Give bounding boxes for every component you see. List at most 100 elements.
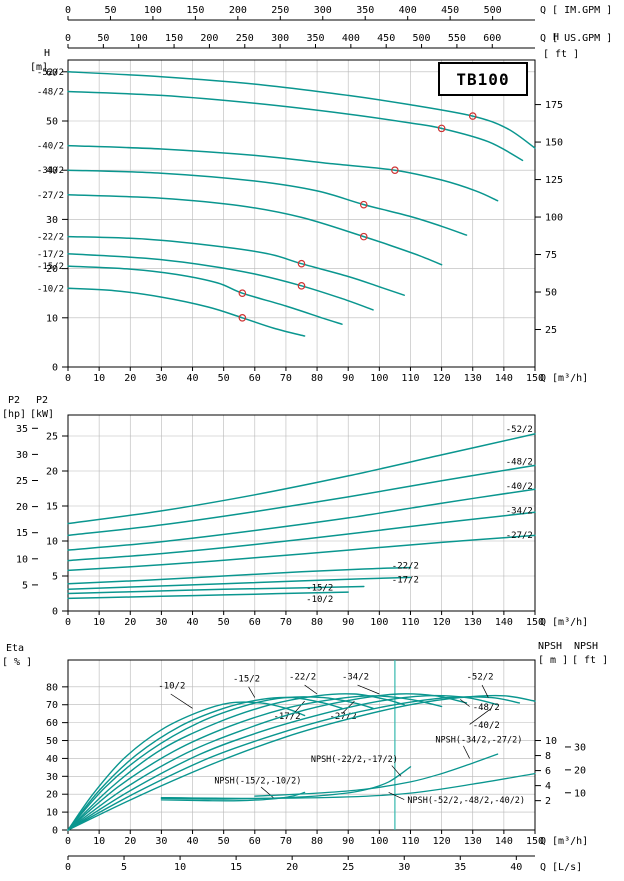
gpm-tick-label: 50 <box>97 33 109 44</box>
x-tick-label: 110 <box>401 836 419 847</box>
x-tick-label: 20 <box>124 373 136 384</box>
x-tick-label: 70 <box>280 617 292 628</box>
y-axis-title: [ ft ] <box>543 49 579 60</box>
eta-curve--40/2 <box>67 694 499 831</box>
x-tick-label: 10 <box>93 617 105 628</box>
x-tick-label: 40 <box>187 373 199 384</box>
y-tick-label: 150 <box>545 138 563 149</box>
y-axis-title: [ ft ] <box>572 655 608 666</box>
gpm-tick-label: 100 <box>144 5 162 16</box>
x-tick-label: 50 <box>218 373 230 384</box>
head-curve--48/2 <box>67 90 524 162</box>
x-tick-label: 30 <box>155 836 167 847</box>
y-tick-label: 30 <box>574 742 586 753</box>
x-tick-label: 110 <box>401 617 419 628</box>
curve-label: -10/2 <box>37 284 64 294</box>
head-curve--15/2 <box>67 265 343 325</box>
curve-label: -27/2 <box>330 712 357 722</box>
x-tick-label: 70 <box>280 373 292 384</box>
x-tick-label: 40 <box>187 836 199 847</box>
eta-curve--15/2 <box>67 696 343 831</box>
x-tick-label: 0 <box>65 373 71 384</box>
x-tick-label: 130 <box>464 836 482 847</box>
head-plot-frame <box>67 59 536 368</box>
y-tick-label: 60 <box>46 718 58 729</box>
y-axis-title: NPSH <box>574 641 598 652</box>
curve-label: -15/2 <box>37 262 64 272</box>
y-tick-label: 75 <box>545 250 557 261</box>
gpm-tick-label: 450 <box>377 33 395 44</box>
x-tick-label: 50 <box>218 836 230 847</box>
x-tick-label: 0 <box>65 617 71 628</box>
y-tick-label: 0 <box>52 363 58 374</box>
y-axis-title: [kW] <box>30 409 54 420</box>
y-tick-label: 0 <box>52 607 58 618</box>
y-tick-label: 5 <box>52 572 58 583</box>
curve-label: -15/2 <box>233 674 260 684</box>
x-tick-label: 5 <box>121 862 127 873</box>
x-tick-label: 150 <box>526 836 544 847</box>
npsh-label: NPSH(-52/2,-48/2,-40/2) <box>407 796 525 806</box>
duty-point-marker <box>359 200 368 209</box>
x-axis-title: Q [m³/h] <box>540 836 588 847</box>
x-tick-label: 10 <box>174 862 186 873</box>
curve-label: -22/2 <box>37 233 64 243</box>
x-tick-label: 40 <box>187 617 199 628</box>
x-tick-label: 60 <box>249 617 261 628</box>
y-axis-title: P2 <box>8 395 20 406</box>
x-tick-label: 35 <box>454 862 466 873</box>
label-leader <box>481 684 489 698</box>
y-tick-label: 20 <box>574 765 586 776</box>
x-tick-label: 100 <box>370 617 388 628</box>
curve-label: -48/2 <box>506 458 533 468</box>
y-tick-label: 25 <box>545 325 557 336</box>
power-curve--40/2 <box>67 488 536 551</box>
x-tick-label: 30 <box>155 617 167 628</box>
gpm-tick-label: 300 <box>271 33 289 44</box>
y-tick-label: 35 <box>16 424 28 435</box>
gpm-tick-label: 350 <box>306 33 324 44</box>
y-tick-label: 8 <box>545 751 551 762</box>
gpm-tick-label: 50 <box>104 5 116 16</box>
power-curve--22/2 <box>67 566 412 585</box>
duty-point-marker <box>238 314 247 322</box>
label-leader <box>463 745 470 759</box>
curve-label: -17/2 <box>392 575 419 585</box>
duty-point-marker <box>391 166 399 175</box>
curve-label: -10/2 <box>306 595 333 605</box>
curve-label: -34/2 <box>506 507 533 517</box>
y-tick-label: 30 <box>16 450 28 461</box>
y-tick-label: 10 <box>16 554 28 565</box>
gpm-tick-label: 500 <box>413 33 431 44</box>
x-tick-label: 80 <box>311 373 323 384</box>
gpm-tick-label: 150 <box>186 5 204 16</box>
head-curve--10/2 <box>67 287 306 337</box>
power-curve--17/2 <box>67 576 412 591</box>
y-axis-title: [m] <box>30 62 48 73</box>
x-tick-label: 100 <box>370 373 388 384</box>
duty-point-marker <box>359 232 368 241</box>
y-tick-label: 40 <box>46 166 58 177</box>
npsh-curve <box>160 791 306 802</box>
gpm-tick-label: 150 <box>165 33 183 44</box>
y-tick-label: 70 <box>46 700 58 711</box>
x-tick-label: 120 <box>433 836 451 847</box>
x-tick-label: 80 <box>311 836 323 847</box>
label-leader <box>357 684 380 695</box>
y-tick-label: 50 <box>46 736 58 747</box>
y-tick-label: 175 <box>545 100 563 111</box>
curve-label: -40/2 <box>473 721 500 731</box>
eta-curve--34/2 <box>67 693 468 831</box>
y-tick-label: 6 <box>545 766 551 777</box>
gpm-tick-label: 400 <box>399 5 417 16</box>
x-tick-label: 10 <box>93 373 105 384</box>
x-tick-label: 20 <box>124 836 136 847</box>
head-curve--40/2 <box>67 144 499 202</box>
x-tick-label: 15 <box>230 862 242 873</box>
gpm-tick-label: 300 <box>314 5 332 16</box>
y-axis-title: H <box>44 48 50 59</box>
gpm-tick-label: 600 <box>483 33 501 44</box>
x-tick-label: 120 <box>433 373 451 384</box>
x-tick-label: 90 <box>342 373 354 384</box>
